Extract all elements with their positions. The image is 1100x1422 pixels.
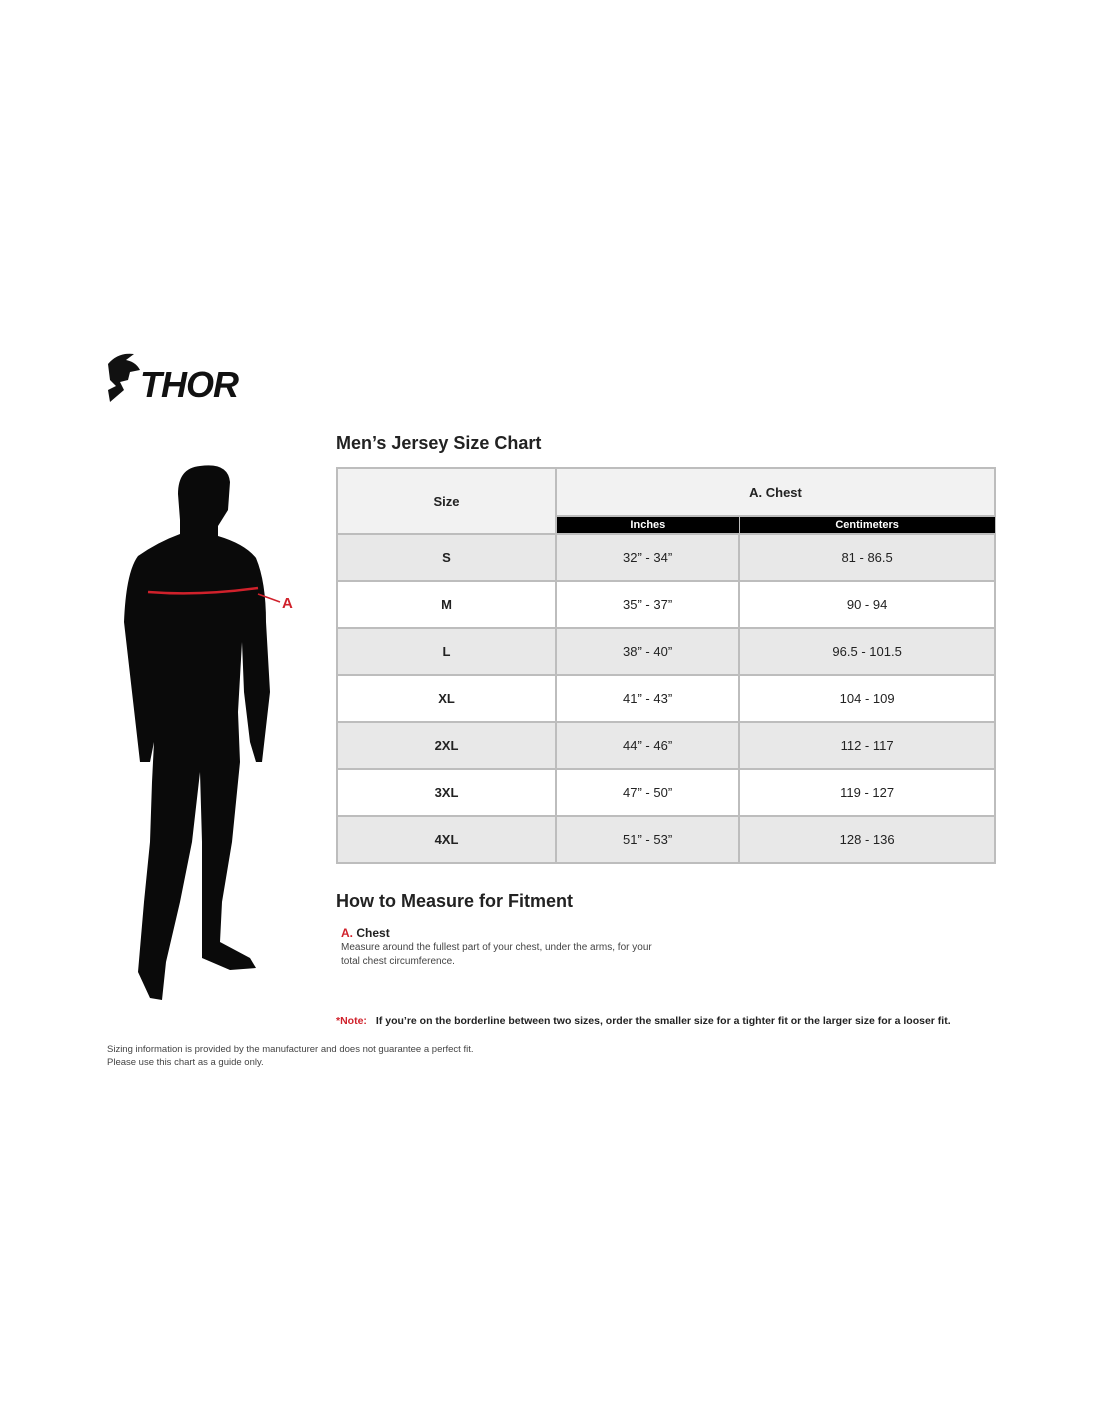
item-letter: A. — [341, 926, 353, 940]
table-row: S 32” - 34” 81 - 86.5 — [336, 533, 996, 582]
note: *Note: If you’re on the borderline betwee… — [336, 1015, 951, 1027]
table-row: 3XL 47” - 50” 119 - 127 — [336, 768, 996, 817]
body-silhouette: A — [124, 465, 293, 1000]
size-chart-table: Size A. Chest Inches Centimeters S 32” - … — [336, 467, 996, 864]
size-header: Size — [336, 467, 557, 535]
page-title: Men’s Jersey Size Chart — [336, 433, 542, 453]
table-row: XL 41” - 43” 104 - 109 — [336, 674, 996, 723]
size-cell: S — [336, 533, 557, 582]
inches-cell: 38” - 40” — [554, 627, 741, 676]
disclaimer-line: Sizing information is provided by the ma… — [107, 1044, 474, 1055]
cm-cell: 96.5 - 101.5 — [738, 627, 996, 676]
size-cell: 3XL — [336, 768, 557, 817]
inches-cell: 51” - 53” — [554, 815, 741, 864]
note-label: *Note: — [336, 1015, 367, 1027]
size-cell: L — [336, 627, 557, 676]
disclaimer-line: Please use this chart as a guide only. — [107, 1057, 264, 1068]
howto-item-desc: Measure around the fullest part of your … — [341, 942, 652, 967]
size-cell: 4XL — [336, 815, 557, 864]
cm-cell: 119 - 127 — [738, 768, 996, 817]
thor-logo: THOR — [108, 353, 240, 405]
inches-header: Inches — [555, 515, 740, 535]
note-text: If you’re on the borderline between two … — [375, 1015, 951, 1027]
table-row: 4XL 51” - 53” 128 - 136 — [336, 815, 996, 864]
table-row: M 35” - 37” 90 - 94 — [336, 580, 996, 629]
marker-a-label: A — [282, 595, 293, 612]
cm-cell: 128 - 136 — [738, 815, 996, 864]
size-cell: 2XL — [336, 721, 557, 770]
size-cell: M — [336, 580, 557, 629]
table-row: 2XL 44” - 46” 112 - 117 — [336, 721, 996, 770]
howto-title: How to Measure for Fitment — [336, 891, 574, 911]
table-row: L 38” - 40” 96.5 - 101.5 — [336, 627, 996, 676]
cm-cell: 112 - 117 — [738, 721, 996, 770]
item-name: Chest — [356, 926, 390, 940]
cm-cell: 81 - 86.5 — [738, 533, 996, 582]
howto-item-title: A. Chest — [341, 926, 390, 940]
inches-cell: 41” - 43” — [554, 674, 741, 723]
size-cell: XL — [336, 674, 557, 723]
cm-header: Centimeters — [738, 515, 996, 535]
inches-cell: 35” - 37” — [554, 580, 741, 629]
cm-cell: 90 - 94 — [738, 580, 996, 629]
inches-cell: 32” - 34” — [554, 533, 741, 582]
inches-cell: 44” - 46” — [554, 721, 741, 770]
svg-text:THOR: THOR — [140, 364, 239, 405]
chest-header: A. Chest — [555, 467, 996, 517]
cm-cell: 104 - 109 — [738, 674, 996, 723]
disclaimer: Sizing information is provided by the ma… — [107, 1043, 474, 1069]
inches-cell: 47” - 50” — [554, 768, 741, 817]
